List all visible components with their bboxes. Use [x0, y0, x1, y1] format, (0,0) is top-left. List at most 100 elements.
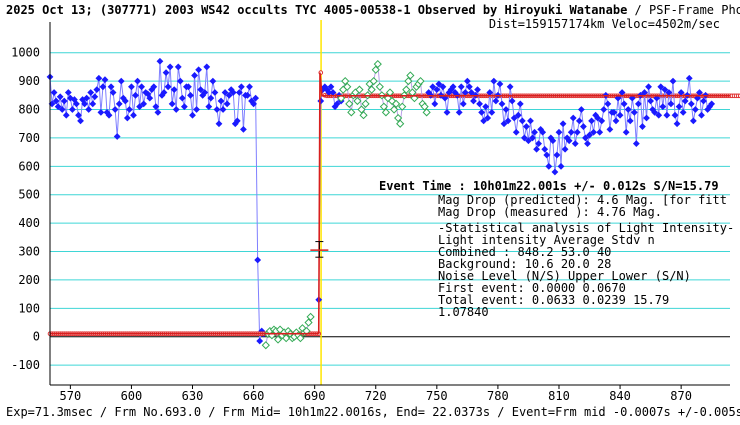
x-tick-label: 870	[670, 389, 692, 403]
data-point-blue	[233, 117, 241, 125]
data-point-blue	[510, 114, 518, 122]
data-point-blue	[101, 76, 109, 84]
data-point-blue	[687, 100, 695, 108]
data-point-blue	[429, 83, 437, 91]
x-tick-label: 750	[426, 389, 448, 403]
data-point-green	[398, 102, 407, 111]
chart-title-rest: / PSF-Frame Photometry /	[627, 3, 740, 17]
data-point-blue	[696, 89, 703, 96]
data-point-green	[261, 341, 270, 350]
data-point-blue	[500, 120, 508, 128]
y-tick-label: 800	[18, 103, 40, 117]
info-line-3: Light intensity Average Stdv n	[438, 233, 655, 247]
data-point-blue	[60, 97, 68, 105]
data-point-blue	[211, 89, 219, 96]
data-point-blue	[624, 106, 632, 113]
info-line-8: Total event: 0.0633 0.0239 15.79	[438, 293, 669, 307]
data-point-green	[296, 334, 305, 343]
data-point-green	[389, 105, 399, 114]
data-point-blue	[229, 89, 237, 96]
data-point-blue	[504, 117, 512, 125]
data-point-blue	[594, 114, 602, 122]
data-point-blue	[58, 106, 66, 113]
data-point-green	[345, 99, 354, 108]
data-point-blue	[502, 106, 510, 113]
data-point-blue	[89, 100, 97, 108]
data-point-blue	[189, 111, 196, 119]
x-tick-label: 780	[487, 389, 509, 403]
data-point-green	[385, 88, 395, 97]
data-point-blue	[191, 72, 198, 79]
data-point-blue	[73, 100, 80, 108]
data-point-blue	[675, 103, 683, 111]
data-point-blue	[634, 100, 642, 108]
data-point-blue	[187, 91, 194, 99]
data-point-blue	[506, 83, 514, 91]
data-point-blue	[75, 111, 82, 119]
data-point-green	[381, 108, 391, 117]
data-point-green	[371, 65, 380, 74]
data-point-blue	[463, 77, 471, 85]
data-point-blue	[203, 63, 211, 71]
data-point-blue	[681, 97, 689, 105]
data-point-blue	[166, 63, 174, 71]
y-tick-label: 0	[33, 330, 40, 344]
data-point-blue	[85, 106, 93, 113]
chart-subtitle: Dist=159157174km Veloc=4502m/sec	[489, 17, 720, 31]
data-point-blue	[97, 108, 105, 116]
data-point-blue	[588, 117, 595, 125]
data-point-green	[422, 108, 431, 117]
data-point-green	[347, 108, 356, 117]
x-tick-label: 600	[121, 389, 143, 403]
data-point-blue	[533, 145, 540, 153]
y-tick-label: 200	[18, 273, 40, 287]
data-point-blue	[132, 91, 139, 99]
data-point-blue	[459, 100, 467, 108]
data-point-blue	[551, 168, 559, 176]
data-point-blue	[476, 100, 483, 108]
data-point-blue	[518, 117, 526, 125]
data-point-green	[304, 318, 313, 327]
data-point-blue	[109, 89, 117, 96]
data-point-blue	[630, 108, 638, 116]
data-point-blue	[83, 94, 91, 102]
data-point-blue	[480, 117, 488, 125]
data-point-green	[353, 96, 362, 106]
data-point-blue	[225, 91, 233, 99]
data-point-green	[341, 77, 350, 86]
data-point-blue	[669, 77, 677, 85]
data-point-blue	[325, 89, 333, 96]
data-point-blue	[223, 100, 231, 108]
data-point-blue	[150, 83, 158, 91]
data-point-green	[416, 77, 425, 86]
y-tick-label: 600	[18, 159, 40, 173]
info-line-7: First event: 0.0000 0.0670	[438, 281, 626, 295]
data-point-blue	[545, 162, 553, 170]
data-point-blue	[586, 131, 593, 139]
data-point-blue	[498, 100, 506, 108]
data-point-blue	[327, 83, 335, 91]
data-point-blue	[111, 106, 119, 113]
data-point-blue	[525, 137, 532, 145]
y-tick-label: 500	[18, 188, 40, 202]
data-point-blue	[482, 103, 490, 111]
data-point-blue	[172, 106, 180, 113]
data-point-blue	[520, 134, 528, 142]
data-point-blue	[606, 126, 614, 133]
data-point-blue	[134, 77, 141, 85]
data-point-blue	[81, 100, 89, 108]
data-point-blue	[559, 120, 567, 128]
data-point-blue	[246, 83, 253, 91]
data-point-blue	[557, 162, 565, 170]
data-point-green	[404, 77, 413, 86]
data-point-blue	[201, 89, 209, 96]
data-point-blue	[52, 97, 60, 105]
data-point-blue	[237, 83, 245, 91]
data-point-green	[369, 77, 378, 86]
data-point-blue	[185, 83, 192, 91]
data-point-blue	[484, 114, 492, 122]
info-line-6: Noise Level (N/S) Upper Lower (S/N)	[438, 269, 691, 283]
data-point-green	[420, 102, 429, 111]
data-point-blue	[235, 89, 243, 96]
data-point-blue	[113, 133, 121, 140]
